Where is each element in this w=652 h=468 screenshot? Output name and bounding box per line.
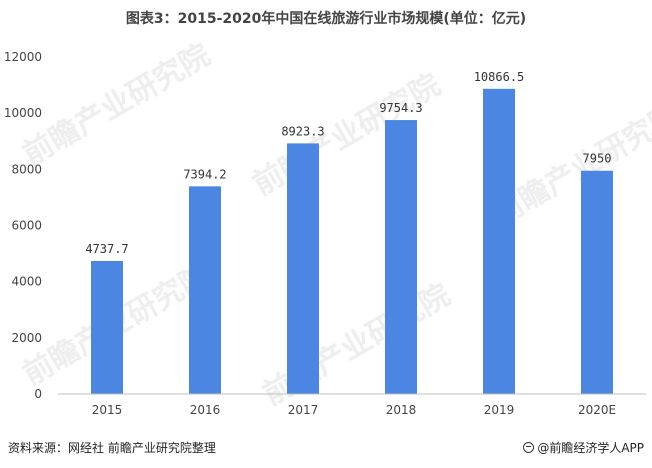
bar-value-label: 7394.2 [183,167,226,181]
y-tick-label: 8000 [11,162,42,176]
x-tick-label: 2020E [578,403,616,417]
y-tick-label: 10000 [4,106,42,120]
bar [287,143,319,394]
y-tick-label: 0 [34,387,42,401]
bar-value-label: 8923.3 [281,124,324,138]
x-tick-label: 2019 [484,403,515,417]
bar [385,120,417,394]
bar [483,88,515,394]
logo-icon [523,442,535,453]
bar [189,186,221,394]
bar [581,170,613,394]
x-tick-label: 2017 [288,403,319,417]
chart-title: 图表3：2015-2020年中国在线旅游行业市场规模(单位：亿元) [125,11,527,27]
bar-value-label: 9754.3 [379,101,422,115]
bar-value-label: 7950 [583,152,612,166]
bar-value-label: 10866.5 [474,70,525,84]
brand-credit: @前瞻经济学人APP [523,439,644,456]
y-tick-label: 2000 [11,331,42,345]
x-tick-label: 2018 [386,403,417,417]
source-note: 资料来源：网经社 前瞻产业研究院整理 [8,441,216,455]
y-tick-label: 12000 [4,50,42,64]
x-tick-label: 2015 [92,403,123,417]
x-tick-label: 2016 [190,403,221,417]
bar-value-label: 4737.7 [85,242,128,256]
bar [91,260,123,394]
brand-label: @前瞻经济学人APP [537,441,644,455]
y-tick-label: 6000 [11,219,42,233]
y-tick-label: 4000 [11,275,42,289]
